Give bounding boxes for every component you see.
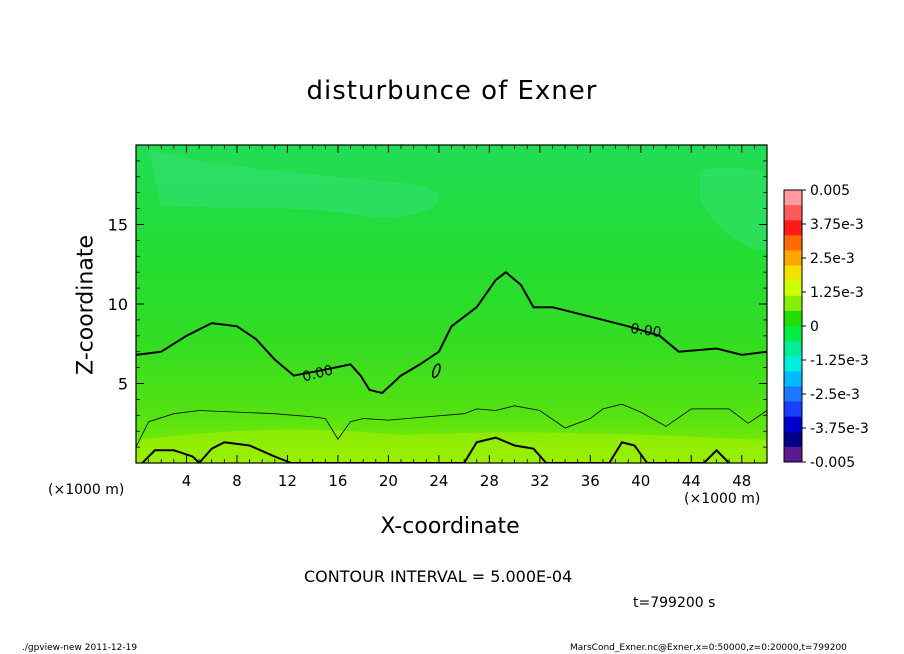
x-tick-label: 16	[328, 472, 347, 490]
y-tick-label: 5	[118, 375, 128, 394]
colorbar-swatch	[784, 280, 802, 297]
contour-interval-text: CONTOUR INTERVAL = 5.000E-04	[304, 567, 573, 586]
x-tick-label: 8	[232, 472, 242, 490]
z-unit-label: (×1000 m)	[48, 482, 125, 498]
x-unit-label: (×1000 m)	[684, 491, 761, 507]
upper-teal-region-2	[700, 168, 767, 250]
colorbar-swatch	[784, 190, 802, 206]
time-text: t=799200 s	[633, 595, 716, 611]
colorbar: 0.005 3.75e-3 2.5e-3 1.25e-3 0 -1.25e-3 -2.5e-…	[783, 183, 869, 471]
colorbar-swatch	[784, 341, 802, 357]
colorbar-swatch	[784, 250, 802, 267]
colorbar-swatch	[784, 401, 802, 418]
upper-teal-region	[150, 150, 439, 218]
colorbar-swatch	[784, 416, 802, 433]
colorbar-swatch	[784, 386, 802, 403]
x-tick-label: 20	[379, 472, 398, 490]
contour-label-1: 0.00	[301, 362, 335, 385]
colorbar-swatch	[784, 446, 802, 463]
y-axis-label: Z-coordinate	[73, 235, 99, 375]
colorbar-swatch	[784, 431, 802, 448]
colorbar-label: 2.5e-3	[810, 251, 855, 267]
colorbar-label: -1.25e-3	[810, 353, 869, 369]
contour-line-thin	[136, 403, 767, 448]
x-tick-label: 24	[429, 472, 448, 490]
colorbar-label: -3.75e-3	[810, 421, 869, 437]
footer-right: MarsCond_Exner.nc@Exner,x=0:50000,z=0:20…	[570, 643, 847, 653]
colorbar-label: -0.005	[810, 455, 855, 471]
y-tick-label: 10	[108, 295, 128, 314]
contour-line-bottom	[141, 436, 730, 463]
x-tick-label: 40	[631, 472, 650, 490]
colorbar-swatch	[784, 235, 802, 251]
colorbar-swatch	[784, 265, 802, 282]
warm-band-bottom	[136, 429, 767, 463]
x-tick-label: 36	[581, 472, 600, 490]
contour-label-2: 0.00	[629, 321, 662, 341]
x-tick-label: 28	[480, 472, 499, 490]
colorbar-swatch	[784, 326, 802, 342]
contour-field	[136, 145, 767, 463]
colorbar-swatch	[784, 205, 802, 221]
contour-line-zero	[136, 270, 767, 395]
colorbar-label: 0.005	[810, 183, 850, 199]
x-axis-label: X-coordinate	[380, 514, 520, 539]
colorbar-swatch	[784, 310, 802, 327]
colorbar-swatch	[784, 371, 802, 387]
footer-left: ./gpview-new 2011-12-19	[22, 643, 138, 653]
contour-loop	[431, 363, 441, 379]
x-tick-label: 32	[530, 472, 549, 490]
x-tick-label: 12	[278, 472, 297, 490]
colorbar-label: -2.5e-3	[810, 387, 860, 403]
colorbar-swatch	[784, 356, 802, 372]
colorbar-swatch	[784, 295, 802, 312]
colorbar-label: 0	[810, 319, 819, 335]
x-tick-label: 48	[732, 472, 751, 490]
chart-title: disturbunce of Exner	[306, 76, 598, 106]
y-tick-label: 15	[108, 216, 128, 235]
colorbar-label: 1.25e-3	[810, 285, 864, 301]
colorbar-swatch	[784, 220, 802, 236]
x-tick-label: 4	[182, 472, 192, 490]
x-tick-label: 44	[682, 472, 701, 490]
colorbar-label: 3.75e-3	[810, 217, 864, 233]
